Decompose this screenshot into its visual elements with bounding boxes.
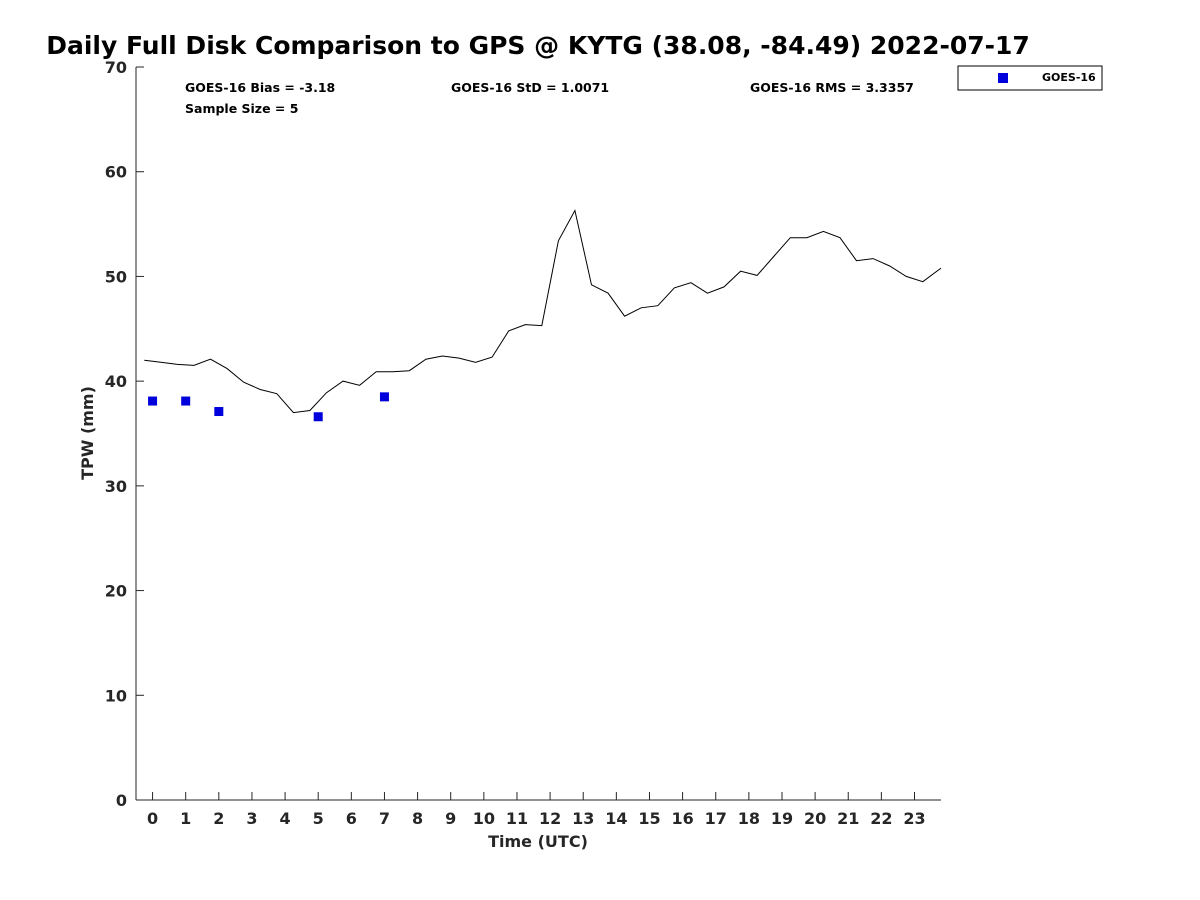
x-tick-label: 22 — [870, 809, 892, 828]
x-tick-label: 4 — [280, 809, 291, 828]
x-tick-label: 11 — [506, 809, 528, 828]
x-tick-label: 20 — [804, 809, 826, 828]
y-axis-ticks: 0 10 20 30 40 50 60 70 — [105, 58, 144, 810]
goes16-point — [148, 396, 158, 406]
x-tick-label: 14 — [605, 809, 627, 828]
statistics-annotations: GOES-16 Bias = -3.18 GOES-16 StD = 1.007… — [185, 80, 914, 116]
series-layer — [144, 209, 942, 422]
x-tick-label: 10 — [473, 809, 495, 828]
sample-size-annotation: Sample Size = 5 — [185, 101, 298, 116]
x-tick-label: 23 — [903, 809, 925, 828]
y-tick-label: 0 — [116, 791, 127, 810]
x-tick-label: 8 — [412, 809, 423, 828]
goes16-point — [214, 407, 224, 417]
x-tick-label: 13 — [572, 809, 594, 828]
y-tick-label: 40 — [105, 372, 127, 391]
legend-marker-goes16 — [998, 73, 1008, 83]
legend-box — [957, 65, 1103, 91]
x-tick-label: 12 — [539, 809, 561, 828]
x-tick-label: 6 — [346, 809, 357, 828]
x-axis-ticks: 0 1 2 3 4 5 6 7 8 9 10 11 12 13 14 15 16 17 18 19 20 21 22 23 — [147, 792, 926, 828]
bias-annotation: GOES-16 Bias = -3.18 — [185, 80, 335, 95]
std-annotation: GOES-16 StD = 1.0071 — [451, 80, 609, 95]
x-tick-label: 2 — [213, 809, 224, 828]
y-tick-label: 20 — [105, 582, 127, 601]
goes16-point — [379, 392, 389, 402]
x-tick-label: 0 — [147, 809, 158, 828]
rms-annotation: GOES-16 RMS = 3.3357 — [750, 80, 914, 95]
goes16-point — [313, 412, 323, 422]
legend-label-goes16: GOES-16 — [1042, 71, 1096, 84]
y-tick-label: 60 — [105, 163, 127, 182]
x-tick-label: 9 — [445, 809, 456, 828]
x-tick-label: 15 — [638, 809, 660, 828]
x-tick-label: 18 — [738, 809, 760, 828]
y-axis-label: TPW (mm) — [78, 386, 97, 480]
x-axis-label: Time (UTC) — [488, 832, 588, 851]
x-tick-label: 3 — [246, 809, 257, 828]
x-tick-label: 19 — [771, 809, 793, 828]
y-tick-label: 10 — [105, 686, 127, 705]
x-tick-label: 7 — [379, 809, 390, 828]
x-tick-label: 1 — [180, 809, 191, 828]
plot-axes — [135, 67, 941, 801]
x-tick-label: 17 — [705, 809, 727, 828]
x-tick-label: 16 — [671, 809, 693, 828]
goes16-point — [181, 396, 191, 406]
y-tick-label: 30 — [105, 477, 127, 496]
x-tick-label: 5 — [313, 809, 324, 828]
y-tick-label: 70 — [105, 58, 127, 77]
y-tick-label: 50 — [105, 267, 127, 286]
x-tick-label: 21 — [837, 809, 859, 828]
chart-title: Daily Full Disk Comparison to GPS @ KYTG… — [46, 31, 1030, 60]
gps-tpw-line — [144, 209, 942, 414]
legend: GOES-16 — [957, 65, 1103, 91]
